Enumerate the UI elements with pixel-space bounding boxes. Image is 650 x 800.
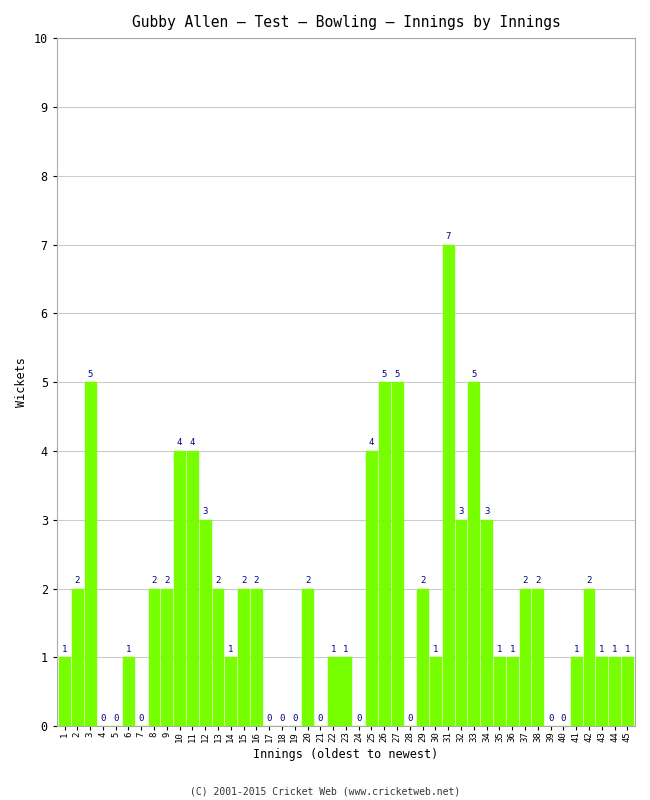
Bar — [417, 589, 428, 726]
Text: 2: 2 — [75, 576, 80, 585]
Text: 1: 1 — [228, 645, 233, 654]
Text: 4: 4 — [177, 438, 182, 447]
Text: 0: 0 — [292, 714, 298, 722]
Text: 1: 1 — [497, 645, 502, 654]
Text: 3: 3 — [458, 507, 463, 516]
Text: 1: 1 — [510, 645, 515, 654]
Bar — [596, 658, 607, 726]
Text: 0: 0 — [100, 714, 105, 722]
Bar — [392, 382, 402, 726]
Text: 1: 1 — [62, 645, 67, 654]
Text: 3: 3 — [484, 507, 489, 516]
Text: 5: 5 — [87, 370, 93, 378]
Bar — [226, 658, 236, 726]
Text: 0: 0 — [113, 714, 118, 722]
Text: 2: 2 — [151, 576, 157, 585]
Bar — [341, 658, 352, 726]
Text: (C) 2001-2015 Cricket Web (www.cricketweb.net): (C) 2001-2015 Cricket Web (www.cricketwe… — [190, 786, 460, 796]
Bar — [238, 589, 249, 726]
Bar — [123, 658, 134, 726]
Text: 0: 0 — [407, 714, 413, 722]
Text: 0: 0 — [356, 714, 361, 722]
Text: 5: 5 — [395, 370, 400, 378]
Text: 1: 1 — [330, 645, 336, 654]
Bar — [366, 451, 377, 726]
Text: 1: 1 — [612, 645, 618, 654]
Bar — [251, 589, 262, 726]
Bar — [379, 382, 390, 726]
Text: 1: 1 — [599, 645, 605, 654]
Bar — [571, 658, 582, 726]
Title: Gubby Allen – Test – Bowling – Innings by Innings: Gubby Allen – Test – Bowling – Innings b… — [131, 15, 560, 30]
Text: 5: 5 — [471, 370, 476, 378]
Bar — [200, 520, 211, 726]
Text: 1: 1 — [126, 645, 131, 654]
Text: 4: 4 — [369, 438, 374, 447]
Bar — [481, 520, 492, 726]
Bar — [187, 451, 198, 726]
Text: 1: 1 — [343, 645, 348, 654]
Text: 0: 0 — [548, 714, 553, 722]
Bar — [494, 658, 505, 726]
Bar — [609, 658, 620, 726]
Text: 0: 0 — [561, 714, 566, 722]
Text: 1: 1 — [573, 645, 579, 654]
Bar — [456, 520, 467, 726]
Bar — [174, 451, 185, 726]
Bar — [328, 658, 339, 726]
Text: 2: 2 — [305, 576, 310, 585]
Bar — [532, 589, 543, 726]
Text: 2: 2 — [241, 576, 246, 585]
Text: 0: 0 — [138, 714, 144, 722]
Text: 2: 2 — [586, 576, 592, 585]
Bar — [302, 589, 313, 726]
Bar — [149, 589, 159, 726]
Bar — [59, 658, 70, 726]
Text: 2: 2 — [215, 576, 221, 585]
Bar — [443, 245, 454, 726]
Bar — [622, 658, 632, 726]
Text: 2: 2 — [254, 576, 259, 585]
X-axis label: Innings (oldest to newest): Innings (oldest to newest) — [254, 748, 439, 761]
Text: 1: 1 — [625, 645, 630, 654]
Text: 5: 5 — [382, 370, 387, 378]
Text: 0: 0 — [318, 714, 323, 722]
Y-axis label: Wickets: Wickets — [15, 357, 28, 407]
Text: 4: 4 — [190, 438, 195, 447]
Text: 2: 2 — [420, 576, 425, 585]
Bar — [507, 658, 517, 726]
Text: 2: 2 — [523, 576, 528, 585]
Text: 1: 1 — [433, 645, 438, 654]
Bar — [469, 382, 479, 726]
Bar — [430, 658, 441, 726]
Text: 2: 2 — [535, 576, 540, 585]
Bar — [161, 589, 172, 726]
Text: 0: 0 — [266, 714, 272, 722]
Bar — [84, 382, 96, 726]
Text: 0: 0 — [280, 714, 285, 722]
Bar — [72, 589, 83, 726]
Bar — [213, 589, 224, 726]
Text: 2: 2 — [164, 576, 170, 585]
Bar — [519, 589, 530, 726]
Text: 3: 3 — [203, 507, 208, 516]
Bar — [584, 589, 594, 726]
Text: 7: 7 — [445, 232, 451, 241]
